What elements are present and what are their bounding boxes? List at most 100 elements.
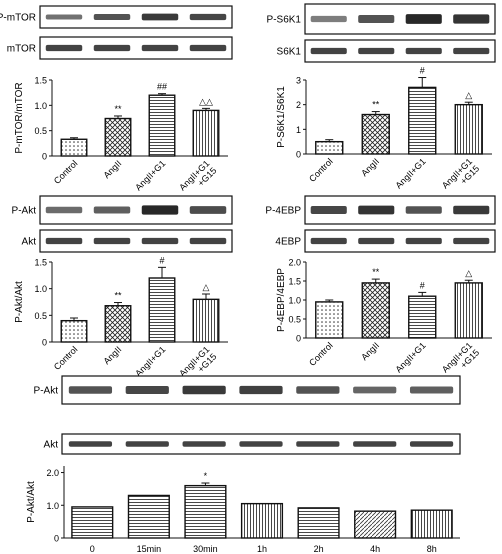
4ebp-band [406,238,442,244]
akt-time-band [69,441,112,447]
s6k1-significance: # [420,66,425,76]
akt-time-xtick-label: 4h [370,544,380,554]
akt-time-xtick-label: 30min [193,544,218,554]
p-akt-time-band [69,386,112,394]
akt-ylabel: P-Akt/Akt [14,281,25,323]
mtor-bar [61,139,87,156]
akt-time-label: Akt [44,440,59,451]
mtor-bar [105,119,131,156]
akt-time-chart: 0 1.0 2.0 P-Akt/Akt 0 15min * 30min 1h 2h 4h 8h [26,466,460,554]
s6k1-band [311,48,347,54]
4ebp-label: 4EBP [275,237,301,248]
mtor-ylabel: P-mTOR/mTOR [14,82,25,153]
mtor-xtick-label: Control [52,158,80,186]
mtor-chart: 0 0.5 1.0 1.5 P-mTOR/mTOR Control ** AngII ## Ang… [14,76,228,200]
p-4ebp-label: P-4EBP [265,206,301,217]
akt-time-band [410,441,453,447]
akt-bar [149,278,175,342]
p-s6k1-blot [305,4,495,34]
s6k1-xtick-label: AngII [359,156,381,178]
p-4ebp-band [453,206,489,214]
mtor-bar [149,95,175,156]
p-mtor-band [142,14,178,21]
mtor-ytick-label: 1.5 [34,76,47,86]
mtor-ytick-label: 1.0 [34,101,47,111]
p-akt-time-band [296,386,339,394]
s6k1-ylabel: P-S6K1/S6K1 [276,86,287,148]
p-akt-label: P-Akt [12,206,37,217]
akt-time-bar [128,495,169,538]
s6k1-blot [305,40,495,62]
akt-band [94,238,130,244]
p-mtor-band [190,14,226,20]
p-mtor-blot [40,6,232,28]
s6k1-band [453,48,489,54]
mtor-band [46,45,82,51]
akt-significance: ** [114,291,122,301]
p-akt-band [94,206,130,213]
akt-band [142,238,178,244]
p-akt-band [190,206,226,214]
akt-xtick-label: Control [52,344,80,372]
p-akt-time-band [353,387,396,394]
mtor-band [142,45,178,51]
p-akt-time-band [410,386,453,393]
akt-xtick-label: AngII [101,344,123,366]
4ebp-blot [305,230,495,252]
4ebp-band [358,238,394,244]
mtor-ytick-label: 0 [42,152,47,162]
4ebp-ylabel: P-4EBP/4EBP [276,268,287,332]
akt-chart: 0 0.5 1.0 1.5 P-Akt/Akt Control ** AngII # AngII+… [14,255,228,385]
p-4ebp-band [358,206,394,215]
4ebp-xtick-label: AngII [359,340,381,362]
akt-xtick-label: AngII+G1 [133,344,167,378]
s6k1-label: S6K1 [277,47,302,58]
s6k1-ytick-label: 1 [296,125,301,135]
4ebp-bar [362,283,389,338]
akt-ytick-label: 0.5 [34,311,47,321]
akt-time-xtick-label: 8h [427,544,437,554]
akt-time-bar [355,511,396,538]
s6k1-ytick-label: 2 [296,100,301,110]
akt-bar [61,321,87,342]
akt-blot [40,230,232,252]
p-akt-blot [40,196,232,224]
akt-time-significance: * [204,471,208,481]
akt-time-band [183,441,226,447]
mtor-xtick-label: AngII [101,158,123,180]
mtor-significance: ## [157,82,167,92]
4ebp-ytick-label: 1.5 [288,277,301,287]
s6k1-xtick-label: Control [307,156,335,184]
akt-time-bar [242,504,283,538]
akt-time-band [353,441,396,447]
mtor-bar [193,110,219,156]
akt-ytick-label: 1.0 [34,284,47,294]
akt-time-band [239,441,282,447]
akt-time-blot [62,434,460,454]
akt-ytick-label: 0 [42,338,47,348]
akt-time-xtick-label: 1h [257,544,267,554]
akt-time-ytick-label: 0 [54,534,59,544]
p-s6k1-band [358,15,394,23]
s6k1-xtick-label: AngII+G1 [394,156,428,190]
mtor-ytick-label: 0.5 [34,126,47,136]
4ebp-ytick-label: 0.5 [288,315,301,325]
p-akt-time-blot [62,376,460,404]
4ebp-band [453,238,489,244]
4ebp-bar [316,302,343,338]
4ebp-significance: △ [465,268,472,278]
p-s6k1-band [311,16,347,22]
mtor-band [190,45,226,51]
4ebp-significance: # [420,280,425,290]
akt-time-bar [72,507,113,538]
s6k1-bar [455,105,482,154]
s6k1-bar [409,87,436,154]
s6k1-bar [316,142,343,154]
akt-time-xtick-label: 2h [314,544,324,554]
4ebp-xtick-label: AngII+G1 [394,340,428,374]
akt-label: Akt [22,237,37,248]
4ebp-bar [409,296,436,338]
s6k1-band [406,48,442,54]
p-akt-band [46,207,82,214]
